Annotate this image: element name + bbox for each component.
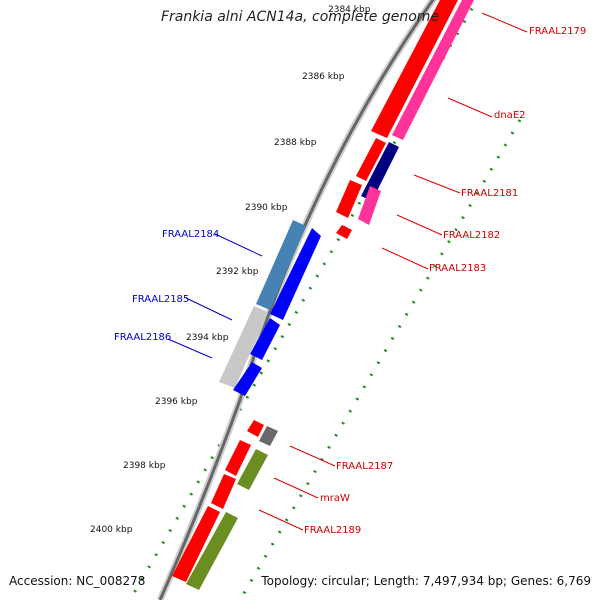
gene-feature[interactable]	[392, 0, 474, 140]
gene-feature[interactable]	[371, 0, 458, 138]
callout-line	[214, 233, 263, 257]
kbp-tick-label: 2392 kbp	[216, 267, 259, 277]
callout-line	[273, 477, 319, 499]
gene-label[interactable]: FRAAL2187	[336, 461, 393, 472]
kbp-tick-label: 2394 kbp	[186, 333, 229, 343]
gene-feature[interactable]	[356, 138, 386, 181]
callout-line	[167, 338, 213, 359]
gene-feature[interactable]	[233, 362, 262, 396]
gene-feature[interactable]	[172, 506, 220, 582]
kbp-tick-label: 2398 kbp	[123, 461, 166, 471]
gene-label[interactable]: FRAAL2181	[461, 188, 518, 199]
map-title: Frankia alni ACN14a, complete genome	[160, 9, 440, 25]
callout-line	[396, 214, 443, 236]
gene-label[interactable]: FRAAL2179	[529, 26, 586, 37]
kbp-tick-label: 2388 kbp	[274, 138, 317, 148]
gene-feature[interactable]	[219, 306, 268, 388]
kbp-ticks: 2384 kbp 2386 kbp 2388 kbp 2390 kbp 2392…	[90, 5, 371, 535]
accession-text: Accession: NC_008278	[9, 574, 146, 588]
gene-feature[interactable]	[336, 225, 352, 239]
callout-line	[289, 445, 336, 467]
gene-feature[interactable]	[186, 512, 238, 590]
gene-feature[interactable]	[225, 440, 251, 476]
gene-label[interactable]: dnaE2	[494, 110, 526, 121]
kbp-tick-label: 2384 kbp	[328, 5, 371, 15]
gene-feature[interactable]	[358, 186, 381, 225]
gene-label[interactable]: FRAAL2186	[114, 332, 171, 343]
gene-feature[interactable]	[256, 220, 306, 310]
callout-line	[413, 174, 461, 194]
gene-label[interactable]: mraW	[320, 493, 350, 504]
gene-feature[interactable]	[250, 318, 280, 360]
forward-strand	[172, 0, 474, 590]
gene-label[interactable]: FRAAL2185	[132, 294, 189, 305]
inner-tick-ring	[238, 119, 522, 600]
gene-feature[interactable]	[270, 228, 321, 320]
callout-line	[481, 12, 528, 33]
kbp-tick-label: 2396 kbp	[155, 397, 198, 407]
kbp-tick-label: 2390 kbp	[245, 203, 288, 213]
gene-feature[interactable]	[237, 449, 268, 490]
kbp-tick-label: 2400 kbp	[90, 525, 133, 535]
callout-line	[381, 247, 429, 270]
reverse-strand	[219, 220, 321, 396]
kbp-tick-label: 2386 kbp	[302, 72, 345, 82]
label-callouts	[258, 12, 528, 531]
gene-label[interactable]: FRAAL2189	[304, 525, 361, 536]
gene-label[interactable]: FRAAL2183	[429, 263, 486, 274]
gene-labels: FRAAL2179 dnaE2 FRAAL2181 FRAAL2182 FRAA…	[114, 26, 586, 536]
gene-feature[interactable]	[336, 180, 362, 218]
callout-line	[185, 297, 233, 321]
callout-line	[258, 509, 304, 531]
gene-label[interactable]: FRAAL2184	[162, 229, 219, 240]
gene-feature[interactable]	[211, 474, 236, 509]
callout-line	[447, 97, 493, 118]
gene-feature[interactable]	[247, 420, 264, 437]
gene-feature[interactable]	[259, 426, 278, 446]
genome-summary: Topology: circular; Length: 7,497,934 bp…	[261, 574, 591, 588]
gene-label[interactable]: FRAAL2182	[443, 230, 500, 241]
outer-tick-ring	[128, 0, 479, 600]
label-callouts-left	[167, 233, 263, 359]
